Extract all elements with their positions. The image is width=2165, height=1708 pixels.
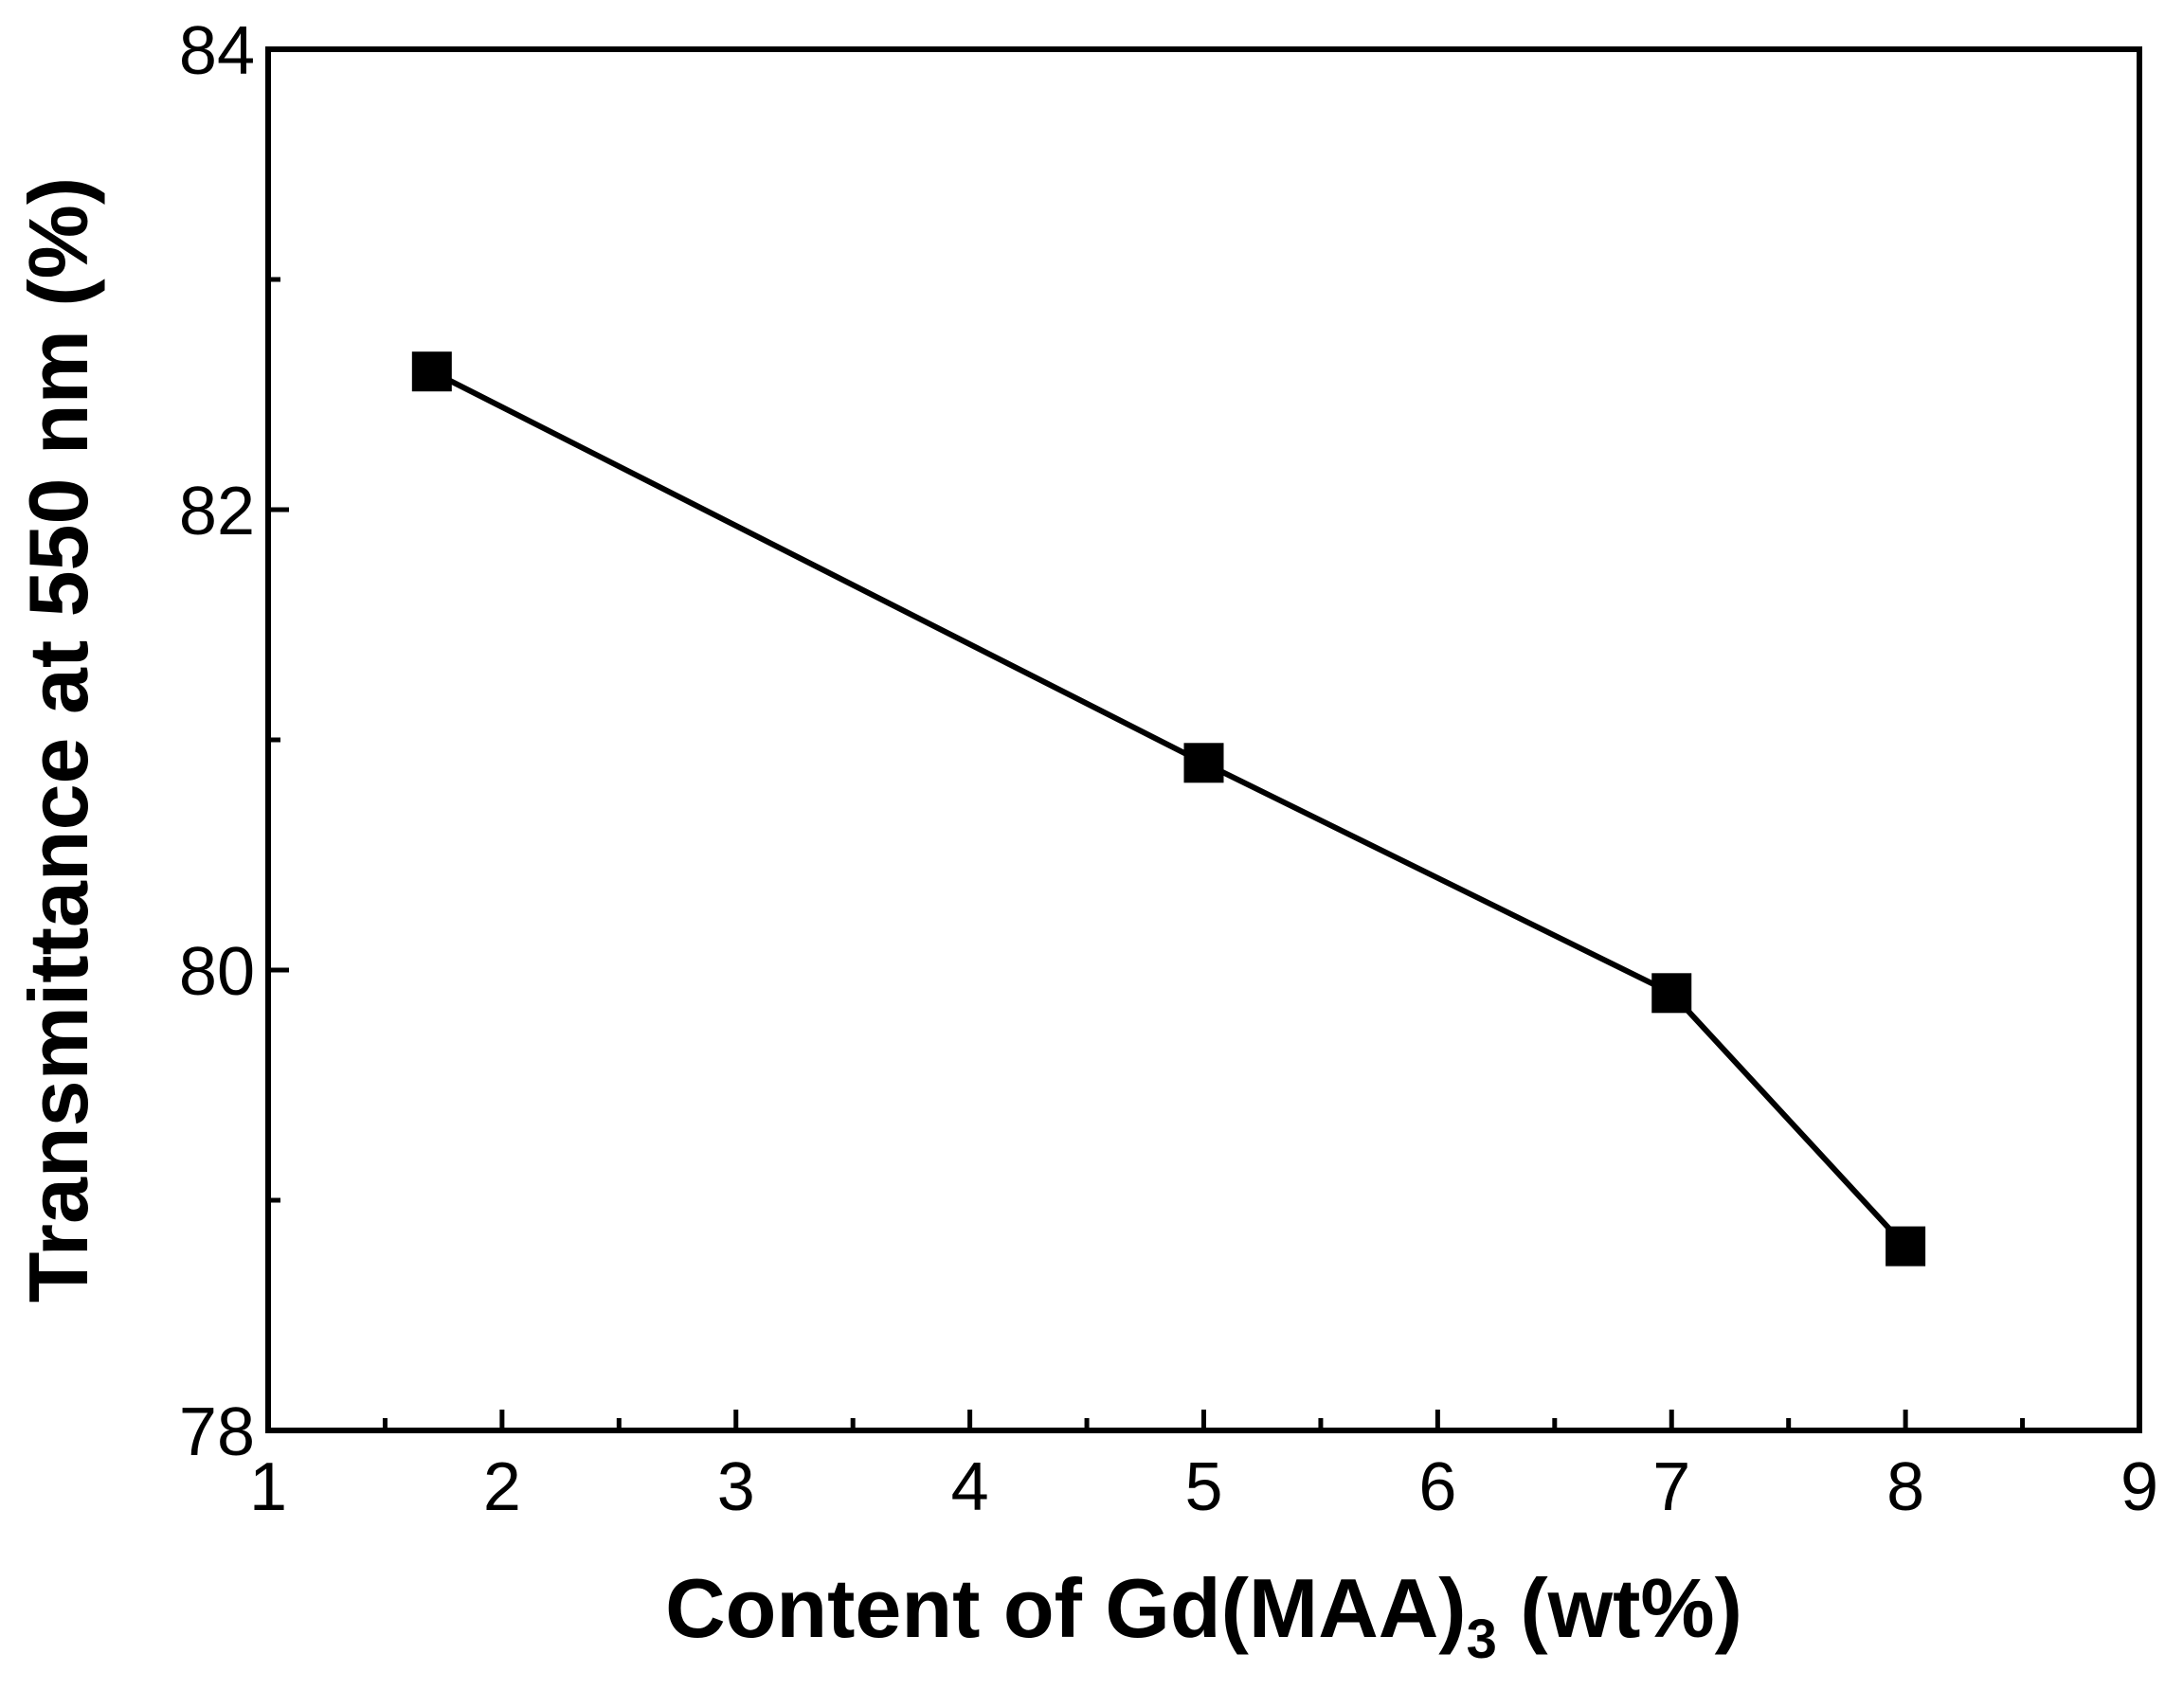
data-point-marker [411, 351, 452, 392]
x-axis-title: Content of Gd(MAA)3 (wt%) [665, 1561, 1742, 1670]
data-point-marker [1651, 973, 1692, 1014]
x-tick-label: 9 [2120, 1449, 2158, 1525]
y-tick-label: 80 [179, 934, 255, 1010]
x-axis-title-main: Content of Gd(MAA) [665, 1561, 1467, 1655]
x-tick-label: 4 [951, 1449, 989, 1525]
data-point-marker [1183, 743, 1224, 783]
x-tick-label: 7 [1652, 1449, 1690, 1525]
x-tick-label: 6 [1418, 1449, 1456, 1525]
data-series [411, 351, 1926, 1267]
plot-frame [265, 46, 2142, 1433]
y-tick-label: 82 [179, 474, 255, 549]
x-axis-title-subscript: 3 [1467, 1609, 1497, 1670]
y-tick-label: 84 [179, 13, 255, 89]
x-tick-label: 3 [717, 1449, 755, 1525]
axis-ticks [265, 46, 2142, 1433]
x-tick-label: 1 [249, 1449, 287, 1525]
y-axis-title: Transmittance at 550 nm (%) [11, 177, 105, 1303]
x-tick-label: 5 [1184, 1449, 1222, 1525]
x-axis-title-suffix: (wt%) [1497, 1561, 1742, 1655]
y-tick-label: 78 [179, 1394, 255, 1470]
series-line [430, 369, 1908, 1249]
data-point-marker [1885, 1226, 1926, 1267]
x-tick-label: 8 [1886, 1449, 1924, 1525]
x-tick-label: 2 [483, 1449, 521, 1525]
